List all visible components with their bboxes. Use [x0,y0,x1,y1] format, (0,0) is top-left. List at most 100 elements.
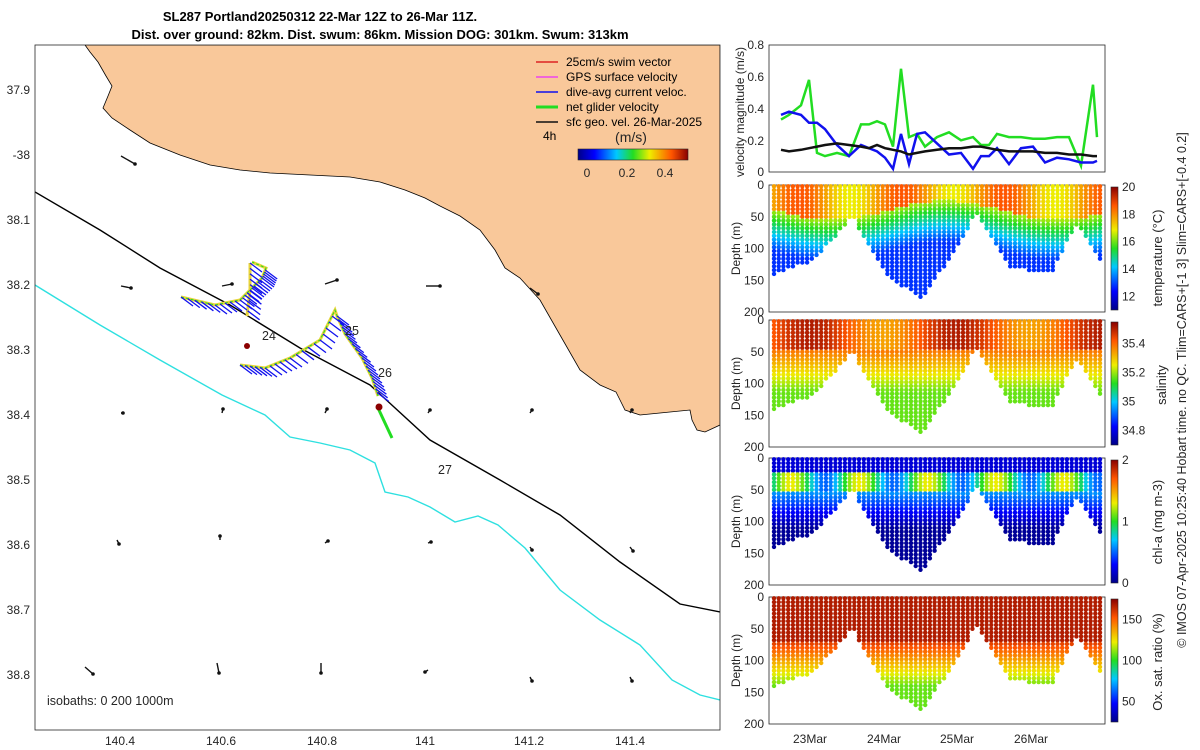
profile-point [856,338,862,343]
profile-point [880,322,885,328]
profile-point [776,460,781,466]
profile-point [880,521,885,527]
profile-point [951,487,956,492]
profile-point [800,248,805,254]
profile-point [904,641,909,647]
profile-point [1069,326,1074,332]
profile-point [1097,241,1103,246]
profile-point [804,603,810,609]
profile-point [776,380,781,385]
profile-point [984,464,989,470]
profile-point [1036,483,1041,489]
profile-point [904,460,909,466]
profile-point [819,510,824,515]
profile-point [771,487,777,492]
profile-point [946,510,951,515]
current-vector [263,273,276,284]
profile-point [1026,364,1032,370]
profile-point [913,322,918,328]
profile-point [993,364,999,370]
profile-point [937,529,942,534]
profile-point [809,472,814,477]
profile-point [1083,334,1089,339]
profile-point [1012,521,1018,527]
profile-point [819,222,824,227]
profile-point [913,698,918,704]
profile-point [1097,322,1103,328]
profile-point [1088,510,1093,515]
profile-point [790,330,796,335]
profile-point [913,218,918,223]
profile-point [894,657,899,662]
profile-point [1088,506,1093,511]
profile-point [889,525,895,531]
profile-point [889,252,895,258]
profile-point [1097,495,1103,500]
profile-point [1074,460,1079,466]
profile-point [998,233,1003,238]
profile-point [795,464,800,470]
profile-point [771,679,777,685]
profile-point [913,222,918,227]
profile-point [908,279,914,284]
profile-point [932,199,937,204]
profile-point [847,214,852,219]
profile-point [804,353,810,358]
profile-point [790,237,796,242]
profile-point [852,187,857,193]
profile-point [1031,330,1037,335]
profile-point [923,495,928,500]
profile-point [932,540,937,546]
profile-point [786,626,791,631]
profile-point [1008,191,1013,197]
profile-point [913,634,918,639]
profile-point [1069,206,1074,212]
profile-point [993,199,999,204]
profile-point [866,353,871,358]
profile-point [871,203,876,208]
profile-point [998,334,1003,339]
profile-point [880,660,885,666]
profile-point [1003,326,1008,332]
profile-point [771,630,777,635]
current-vector [257,281,271,292]
profile-point [847,603,852,609]
profile-point [913,457,918,462]
profile-point [1093,322,1098,328]
profile-point [1097,483,1103,489]
profile-point [781,264,786,269]
profile-point [1045,184,1051,189]
profile-point [790,252,796,258]
profile-point [1064,487,1070,492]
profile-point [885,649,890,654]
profile-point [1069,199,1074,204]
profile-point [823,184,829,189]
profile-point [937,319,942,324]
profile-point [918,556,923,561]
profile-point [937,334,942,339]
profile-point [998,184,1003,189]
profile-point [781,218,786,223]
profile-point [828,364,833,370]
profile-point [823,319,829,324]
profile-point [1012,525,1018,531]
colorbar-tick: 18 [1122,207,1136,221]
profile-point [1074,184,1079,189]
profile-point [1055,476,1060,481]
profile-point [1055,206,1060,212]
profile-point [786,479,791,485]
profile-point [1083,229,1089,235]
profile-point [899,260,904,265]
profile-point [1036,521,1041,527]
profile-point [908,638,914,643]
profile-point [819,326,824,332]
profile-point [1069,195,1074,200]
profile-point [1055,383,1060,389]
profile-point [923,421,928,427]
profile-point [1017,510,1022,515]
profile-point [786,395,791,400]
profile-point [1031,256,1037,261]
profile-point [1036,319,1041,324]
profile-point [979,187,985,193]
profile-point [871,357,876,362]
